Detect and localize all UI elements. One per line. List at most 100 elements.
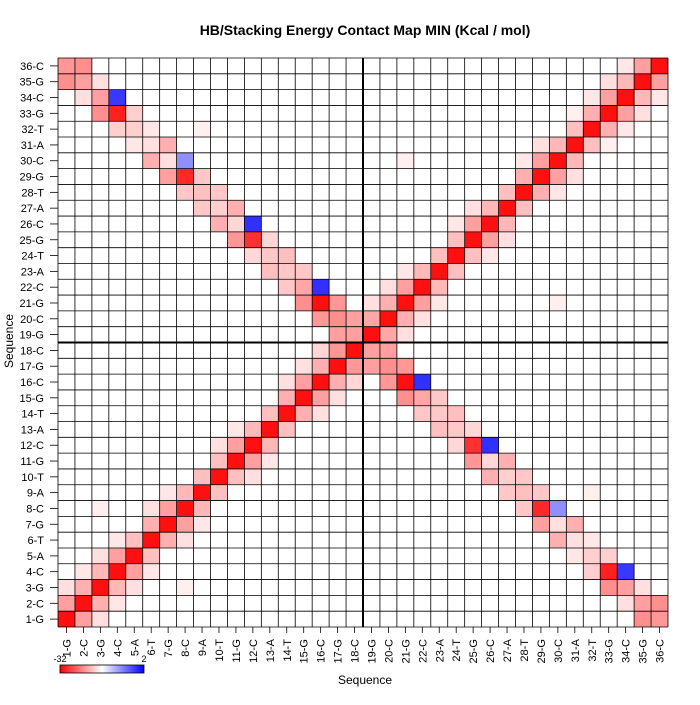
heatmap-cell (295, 279, 313, 296)
x-tick-label: 23-A (434, 638, 446, 662)
heatmap-cell (193, 500, 211, 517)
heatmap-cell (600, 89, 618, 106)
heatmap-cell (566, 105, 584, 122)
heatmap-cell (142, 563, 160, 580)
heatmap-cell (261, 453, 279, 469)
heatmap-cell (244, 421, 262, 438)
heatmap-cell (651, 89, 668, 106)
heatmap-cell (125, 532, 143, 548)
x-tick-label: 8-C (180, 639, 192, 657)
heatmap-cell (193, 484, 211, 501)
heatmap-cell (430, 389, 448, 406)
x-tick-label: 17-G (333, 639, 345, 663)
x-tick-label: 15-G (299, 639, 311, 663)
heatmap-cell (413, 263, 431, 280)
heatmap-cell (193, 121, 211, 138)
heatmap-cell (125, 121, 143, 138)
heatmap-cell (312, 374, 330, 390)
heatmap-cell (244, 468, 262, 485)
heatmap-cell (413, 295, 431, 311)
heatmap-cell (566, 121, 584, 138)
x-tick-label: 18-C (350, 639, 362, 663)
heatmap-cell (363, 310, 380, 327)
heatmap-cell (617, 89, 635, 106)
heatmap-cell (549, 184, 567, 201)
heatmap-cell (159, 168, 177, 185)
heatmap-cell (91, 547, 109, 564)
heatmap-cell (430, 263, 448, 280)
heatmap-cell (464, 231, 482, 248)
heatmap-cell (261, 247, 279, 264)
heatmap-cell (91, 611, 109, 627)
x-tick-label: 31-A (570, 638, 582, 662)
y-tick-label: 17-G (20, 361, 44, 373)
heatmap-cell (566, 532, 584, 548)
heatmap-cell (58, 595, 75, 612)
heatmap-cell (481, 247, 499, 264)
heatmap-cell (278, 374, 296, 390)
heatmap-cell (125, 563, 143, 580)
heatmap-cell (227, 468, 245, 485)
x-tick-label: 13-A (265, 638, 277, 662)
y-tick-label: 32-T (21, 124, 44, 136)
y-tick-label: 28-T (21, 187, 44, 199)
y-tick-label: 20-C (20, 314, 44, 326)
heatmap-cell (617, 595, 635, 612)
heatmap-cell (600, 137, 618, 153)
heatmap-cell (346, 374, 363, 390)
heatmap-cell (532, 500, 550, 517)
y-tick-label: 2-C (26, 598, 44, 610)
heatmap-cell (549, 532, 567, 548)
x-tick-label: 26-C (485, 639, 497, 663)
heatmap-cell (278, 421, 296, 438)
heatmap-cell (651, 595, 668, 612)
heatmap-cell (634, 89, 652, 106)
y-tick-label: 30-C (20, 156, 44, 168)
heatmap-cell (329, 295, 347, 311)
heatmap-cell (295, 405, 313, 422)
heatmap-cell (498, 216, 516, 232)
heatmap-cell (278, 405, 296, 422)
x-tick-label: 1-G (61, 639, 73, 657)
heatmap-cell (159, 152, 177, 169)
heatmap-cell (396, 152, 414, 169)
heatmap-cell (515, 152, 533, 169)
heatmap-cell (600, 563, 618, 580)
x-tick-label: 33-G (604, 639, 616, 663)
heatmap-cell (379, 358, 397, 375)
y-tick-label: 33-G (20, 108, 44, 120)
heatmap-cell (91, 73, 109, 90)
x-tick-labels: 1-G 2-C 3-G 4-C 5-A 6-T 7-G 8-C 9-A 10-T 11-G 12-C 1… (61, 627, 667, 663)
heatmap-cell (566, 137, 584, 153)
x-tick-label: 27-A (502, 638, 514, 662)
heatmap-cell (600, 121, 618, 138)
heatmap-cell (312, 279, 330, 296)
heatmap-cell (125, 105, 143, 122)
y-tick-label: 27-A (21, 203, 45, 215)
heatmap-cell (363, 358, 380, 375)
y-tick-label: 5-A (27, 551, 45, 563)
x-tick-label: 10-T (214, 639, 226, 662)
heatmap-cell (651, 611, 668, 627)
heatmap-cell (278, 389, 296, 406)
heatmap-cell (617, 73, 635, 90)
heatmap-cell (634, 58, 652, 74)
heatmap-cell (583, 137, 601, 153)
x-tick-label: 4-C (112, 639, 124, 657)
y-tick-label: 6-T (28, 535, 45, 547)
x-tick-label: 16-C (316, 639, 328, 663)
heatmap-cell (176, 484, 194, 501)
heatmap-cell (91, 579, 109, 596)
heatmap-cell (295, 263, 313, 280)
heatmap-cell (498, 200, 516, 217)
heatmap-cell (108, 547, 126, 564)
heatmap-cell (91, 595, 109, 612)
heatmap-cell (176, 184, 194, 201)
heatmap-cell (74, 563, 92, 580)
heatmap-cell (74, 73, 92, 90)
heatmap-cell (481, 437, 499, 454)
y-tick-label: 25-G (20, 235, 44, 247)
x-tick-label: 6-T (146, 639, 158, 656)
y-tick-label: 23-A (21, 266, 45, 278)
y-tick-label: 1-G (26, 614, 44, 626)
